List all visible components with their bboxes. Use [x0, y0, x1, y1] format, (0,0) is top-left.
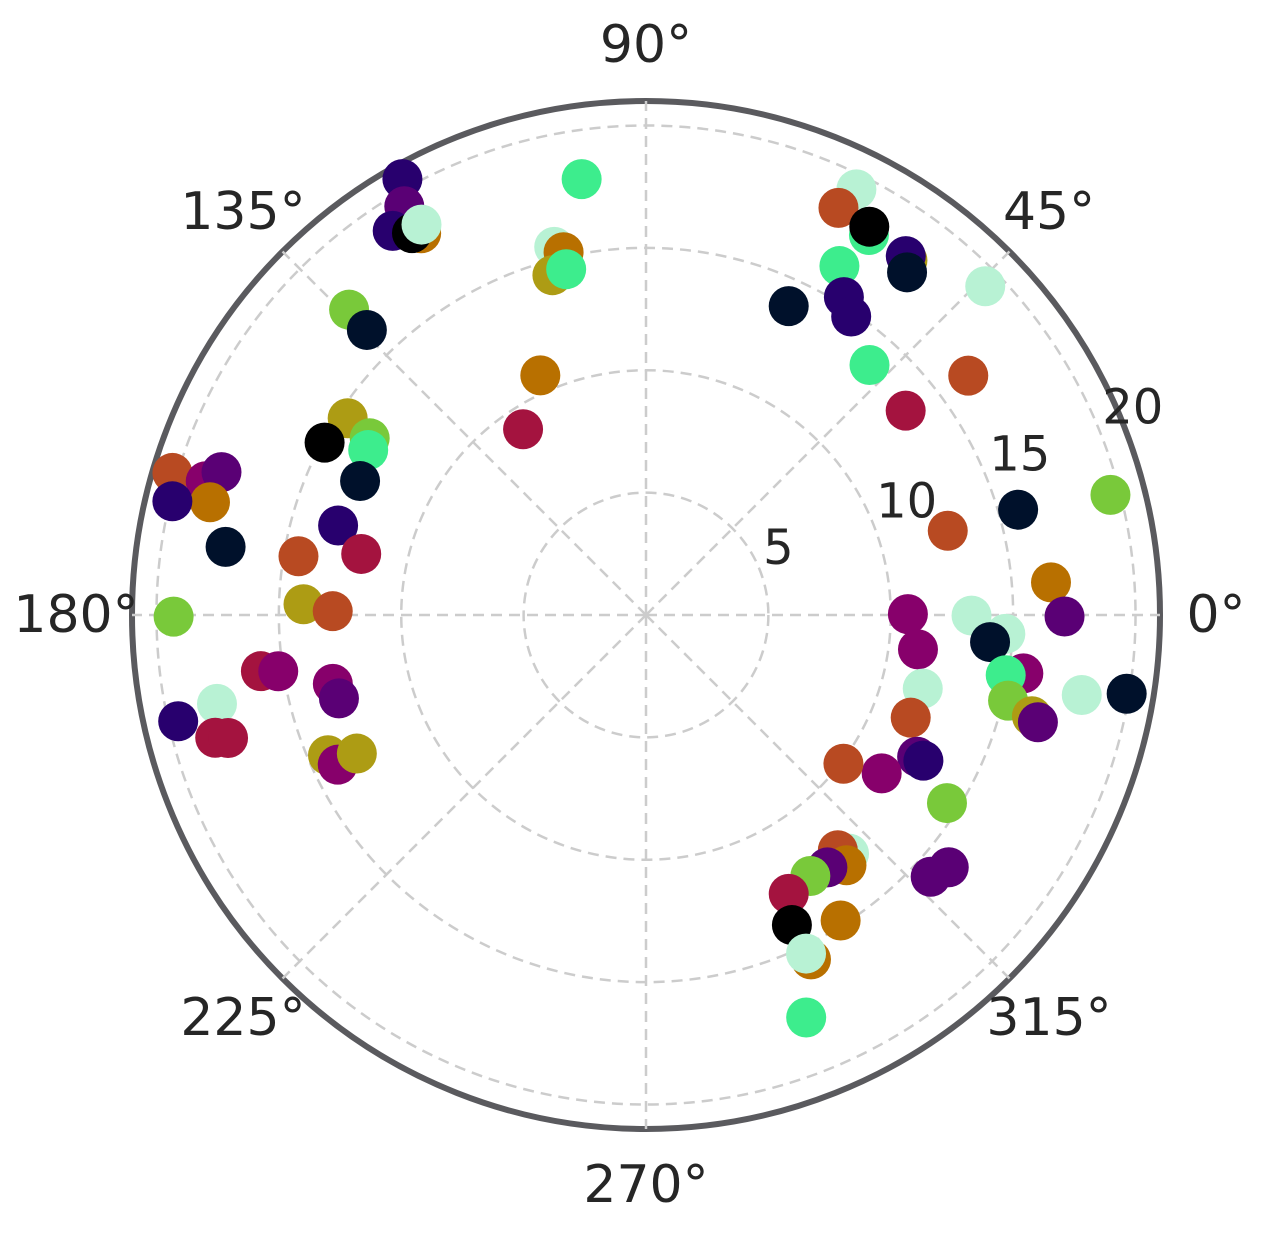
scatter-point-67	[503, 409, 544, 450]
grid-spoke-45	[645, 250, 1011, 616]
theta-tick-label-270: 270°	[583, 1155, 708, 1215]
scatter-point-17	[998, 489, 1039, 530]
scatter-points	[152, 159, 1147, 1038]
scatter-point-89	[158, 701, 199, 742]
scatter-point-32	[1017, 702, 1058, 743]
scatter-point-86	[258, 651, 299, 692]
scatter-point-26	[897, 629, 938, 670]
scatter-point-63	[401, 204, 442, 245]
scatter-point-83	[312, 591, 353, 632]
scatter-point-64	[520, 355, 561, 396]
r-tick-label-5: 5	[763, 520, 794, 576]
scatter-point-66	[346, 309, 387, 350]
grid-spoke-135	[281, 250, 647, 616]
scatter-point-16	[1090, 474, 1131, 515]
scatter-point-52	[786, 997, 827, 1038]
scatter-point-13	[849, 345, 890, 386]
scatter-point-2	[818, 187, 859, 228]
scatter-point-34	[890, 697, 931, 738]
scatter-point-48	[768, 873, 809, 914]
scatter-point-38	[861, 753, 902, 794]
scatter-point-51	[786, 933, 827, 974]
scatter-point-9	[819, 246, 860, 287]
scatter-point-90	[196, 683, 237, 724]
scatter-point-76	[189, 482, 230, 523]
scatter-point-81	[278, 536, 319, 577]
grid-circle-r5	[522, 491, 770, 739]
scatter-point-39	[823, 743, 864, 784]
scatter-point-72	[340, 461, 381, 502]
scatter-point-12	[768, 286, 809, 327]
scatter-point-75	[201, 452, 242, 493]
scatter-point-41	[910, 856, 951, 897]
scatter-point-92	[208, 718, 249, 759]
theta-tick-label-90: 90°	[600, 15, 692, 75]
scatter-point-8	[965, 266, 1006, 307]
scatter-point-78	[205, 526, 246, 567]
scatter-point-29	[1061, 674, 1102, 715]
theta-tick-label-315: 315°	[986, 988, 1111, 1048]
scatter-point-71	[304, 422, 345, 463]
scatter-point-11	[831, 296, 872, 337]
scatter-point-14	[948, 355, 989, 396]
scatter-point-84	[153, 596, 194, 637]
scatter-point-7	[887, 252, 928, 293]
scatter-point-19	[1030, 562, 1071, 603]
scatter-point-24	[970, 622, 1011, 663]
theta-tick-label-225: 225°	[180, 988, 305, 1048]
theta-tick-label-135: 135°	[180, 182, 305, 242]
scatter-point-36	[903, 740, 944, 781]
theta-tick-label-180: 180°	[13, 585, 138, 645]
scatter-point-25	[1106, 673, 1147, 714]
scatter-point-77	[152, 481, 193, 522]
scatter-point-73	[152, 452, 193, 493]
tick-labels: 0° 45° 90° 135° 180° 225° 270° 315° 5 10 15 20	[13, 15, 1245, 1215]
r-tick-label-15: 15	[989, 427, 1050, 483]
r-tick-label-10: 10	[876, 473, 937, 529]
scatter-point-70	[348, 430, 389, 471]
scatter-point-53	[561, 159, 602, 200]
scatter-point-80	[341, 533, 382, 574]
scatter-point-22	[1044, 596, 1085, 637]
grid-spoke-225	[281, 614, 647, 980]
theta-tick-label-0: 0°	[1186, 585, 1245, 645]
scatter-point-47	[820, 900, 861, 941]
scatter-point-57	[546, 249, 587, 290]
scatter-point-18	[927, 510, 968, 551]
scatter-point-37	[926, 783, 967, 824]
scatter-point-20	[887, 594, 928, 635]
scatter-point-88	[318, 678, 359, 719]
scatter-point-79	[318, 505, 359, 546]
scatter-point-95	[336, 733, 377, 774]
grid-spoke-315	[645, 614, 1011, 980]
scatter-point-15	[885, 390, 926, 431]
r-tick-label-20: 20	[1102, 380, 1163, 436]
scatter-point-4	[849, 206, 890, 247]
theta-tick-label-45: 45°	[1003, 182, 1095, 242]
